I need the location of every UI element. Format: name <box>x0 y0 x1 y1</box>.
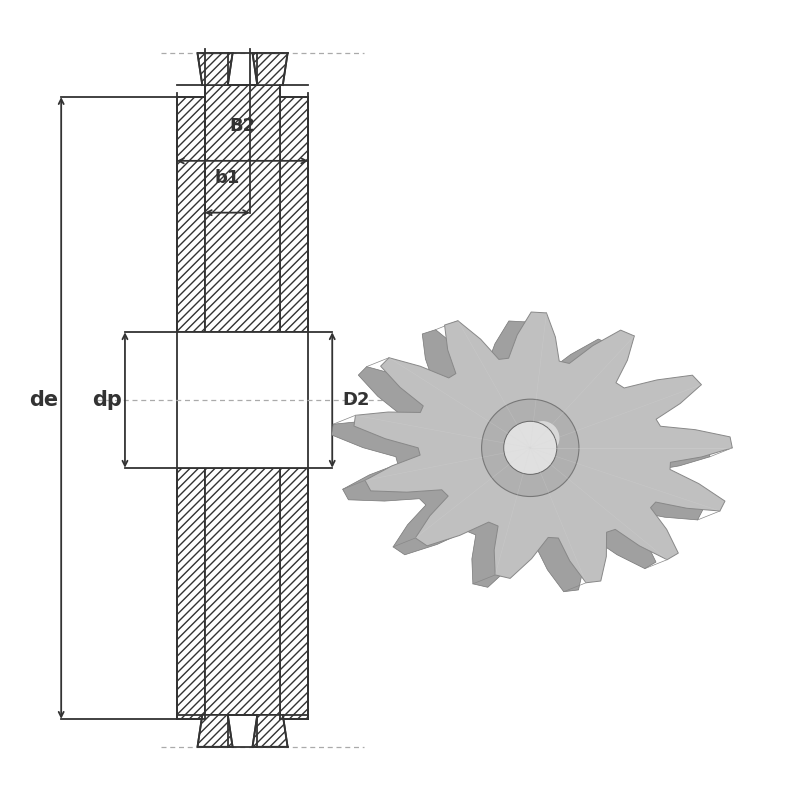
Text: D2: D2 <box>342 391 370 409</box>
Polygon shape <box>198 54 233 85</box>
Polygon shape <box>177 97 205 332</box>
Circle shape <box>504 422 557 474</box>
Polygon shape <box>332 321 710 592</box>
Polygon shape <box>177 468 205 719</box>
Circle shape <box>526 421 559 455</box>
Text: de: de <box>29 390 58 410</box>
Polygon shape <box>253 54 287 85</box>
Text: dp: dp <box>93 390 122 410</box>
Bar <box>177 332 308 468</box>
Polygon shape <box>253 715 287 746</box>
Text: b1: b1 <box>214 169 240 187</box>
Polygon shape <box>281 468 308 719</box>
Polygon shape <box>205 468 281 715</box>
Text: B2: B2 <box>230 118 256 135</box>
Circle shape <box>482 399 579 497</box>
Polygon shape <box>198 715 233 746</box>
Polygon shape <box>281 97 308 332</box>
Polygon shape <box>354 312 732 582</box>
Polygon shape <box>205 85 281 332</box>
